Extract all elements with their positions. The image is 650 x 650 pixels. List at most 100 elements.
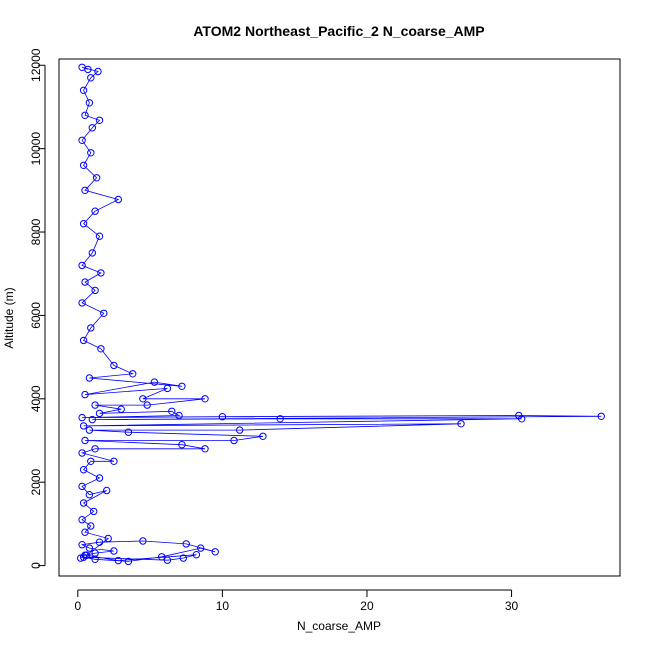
y-tick-label: 0 <box>29 562 43 569</box>
data-point <box>78 541 86 549</box>
data-point <box>88 249 97 257</box>
data-point <box>143 401 151 409</box>
data-point <box>91 286 99 295</box>
data-point <box>95 538 104 546</box>
data-point <box>88 124 97 132</box>
data-point <box>179 554 188 562</box>
data-point <box>87 324 95 332</box>
data-point <box>79 220 88 228</box>
x-tick-label: 0 <box>74 599 81 613</box>
data-point <box>87 149 95 157</box>
y-tick-label: 2000 <box>29 469 43 496</box>
data-point <box>110 457 118 465</box>
data-point <box>79 499 88 507</box>
data-point <box>94 67 102 76</box>
data-point <box>150 378 159 386</box>
data-point <box>218 413 227 421</box>
y-axis: 0 2000 4000 6000 8000 10000 12000 <box>29 48 46 569</box>
data-point <box>85 426 94 434</box>
data-point <box>79 466 88 474</box>
series-line <box>80 66 602 562</box>
data-point <box>87 74 95 82</box>
data-point <box>88 415 97 424</box>
data-point <box>79 422 88 430</box>
data-point <box>201 445 209 453</box>
data-point <box>78 516 86 524</box>
data-point <box>78 136 86 145</box>
data-point <box>85 544 94 552</box>
data-point <box>81 528 89 536</box>
data-point <box>78 299 86 307</box>
x-tick-label: 20 <box>360 599 374 613</box>
data-point <box>158 553 166 561</box>
data-point <box>457 420 465 428</box>
data-point <box>95 232 104 240</box>
data-point <box>182 540 190 548</box>
data-series <box>77 63 605 566</box>
data-point <box>124 557 133 566</box>
y-axis-label: Altitude (m) <box>2 287 16 348</box>
data-point <box>175 411 183 420</box>
data-point <box>78 482 86 491</box>
data-point <box>236 426 244 434</box>
data-point <box>90 507 98 516</box>
data-point <box>168 407 176 415</box>
data-point <box>515 411 523 420</box>
data-point <box>91 445 99 453</box>
data-point <box>91 401 99 409</box>
data-point <box>81 186 89 195</box>
y-tick-label: 6000 <box>29 302 43 329</box>
data-point <box>78 449 86 457</box>
data-point <box>84 65 92 74</box>
data-point <box>178 441 186 449</box>
data-point <box>117 405 125 413</box>
data-point <box>95 116 104 125</box>
data-point <box>81 111 89 120</box>
x-tick-label: 10 <box>216 599 230 613</box>
data-point <box>87 457 95 465</box>
data-point <box>163 556 172 564</box>
data-point <box>139 537 147 545</box>
data-point <box>87 522 95 530</box>
data-point <box>139 395 147 403</box>
y-tick-label: 10000 <box>29 132 43 166</box>
data-point <box>78 261 86 270</box>
data-point <box>124 428 133 436</box>
data-point <box>79 336 88 345</box>
data-point <box>276 415 284 423</box>
data-point <box>163 384 172 393</box>
data-point <box>85 491 94 499</box>
x-axis: 0 10 20 30 <box>74 589 519 613</box>
data-point <box>178 382 186 390</box>
chart-title: ATOM2 Northeast_Pacific_2 N_coarse_AMP <box>193 23 484 39</box>
data-point <box>81 436 89 445</box>
data-point <box>211 548 219 556</box>
data-point <box>79 86 88 95</box>
data-point <box>110 361 118 370</box>
plot-area-border <box>58 58 621 577</box>
data-point <box>230 436 238 445</box>
x-tick-label: 30 <box>505 599 519 613</box>
data-point <box>103 486 111 495</box>
data-point <box>91 207 99 215</box>
data-point <box>97 345 105 353</box>
x-axis-label: N_coarse_AMP <box>297 619 381 633</box>
data-point <box>81 390 89 399</box>
data-point <box>92 174 101 182</box>
y-tick-label: 8000 <box>29 218 43 245</box>
data-point <box>197 544 205 552</box>
data-point <box>95 474 104 482</box>
data-point <box>81 278 89 286</box>
data-point <box>259 432 267 440</box>
data-point <box>79 161 88 170</box>
data-point <box>95 409 104 418</box>
data-point <box>201 395 209 403</box>
data-point <box>110 547 118 555</box>
data-point <box>78 413 86 422</box>
data-point <box>100 309 108 317</box>
data-point <box>104 534 112 543</box>
data-point <box>192 551 201 559</box>
data-point <box>97 269 105 277</box>
data-point <box>597 412 605 420</box>
